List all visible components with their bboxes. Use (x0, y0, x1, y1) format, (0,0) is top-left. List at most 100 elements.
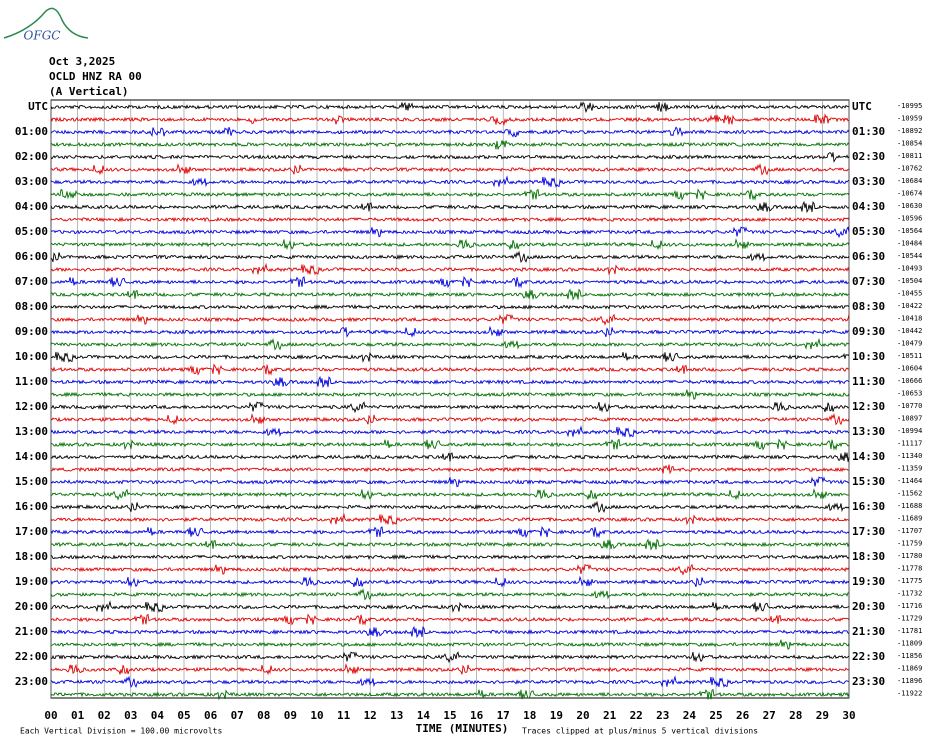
offset-label: -10511 (897, 352, 922, 360)
x-tick-label: 15 (443, 709, 456, 722)
trace (50, 313, 850, 326)
left-time-label: 17:00 (15, 525, 48, 538)
right-time-label: 08:30 (852, 300, 885, 313)
x-tick-label: 22 (630, 709, 643, 722)
trace (50, 639, 850, 650)
trace (50, 250, 850, 263)
date: Oct 3,2025 (49, 55, 115, 68)
offset-label: -10504 (897, 277, 922, 285)
right-time-label: 13:30 (852, 425, 885, 438)
offset-label: -10892 (897, 127, 922, 135)
trace (50, 553, 850, 561)
x-tick-label: 25 (709, 709, 722, 722)
offset-label: -10630 (897, 202, 922, 210)
logo: OFGC (3, 7, 89, 43)
x-tick-label: 00 (44, 709, 57, 722)
right-time-label: 19:30 (852, 575, 885, 588)
right-time-label: UTC (852, 100, 872, 113)
clip-note: Traces clipped at plus/minus 5 vertical … (522, 727, 758, 736)
trace (50, 464, 850, 475)
logo-text: OFGC (24, 29, 61, 43)
left-time-label: 02:00 (15, 150, 48, 163)
right-time-label: 01:30 (852, 125, 885, 138)
left-time-label: 21:00 (15, 625, 48, 638)
offset-label: -11896 (897, 677, 922, 685)
right-time-label: 02:30 (852, 150, 885, 163)
trace (50, 525, 850, 539)
trace (50, 200, 850, 214)
station: OCLD HNZ RA 00 (49, 70, 142, 83)
offset-label: -10455 (897, 290, 922, 298)
offset-label: -10994 (897, 427, 922, 435)
trace (50, 688, 850, 701)
trace (50, 113, 850, 126)
offset-label: -11729 (897, 615, 922, 623)
left-time-label: 08:00 (15, 300, 48, 313)
offset-label: -11781 (897, 627, 922, 635)
right-time-label: 15:30 (852, 475, 885, 488)
scale-note: Each Vertical Division = 100.00 microvol… (20, 727, 222, 736)
left-time-label: 23:00 (15, 675, 48, 688)
offset-label: -11359 (897, 465, 922, 473)
offset-label: -10442 (897, 327, 922, 335)
left-time-label: 15:00 (15, 475, 48, 488)
x-tick-label: 11 (337, 709, 351, 722)
right-time-label: 07:30 (852, 275, 885, 288)
right-time-label: 09:30 (852, 325, 885, 338)
trace (50, 126, 850, 138)
offset-label: -11688 (897, 502, 922, 510)
x-tick-label: 24 (683, 709, 697, 722)
offset-label: -11716 (897, 602, 922, 610)
left-time-label: 16:00 (15, 500, 48, 513)
offset-label: -11707 (897, 527, 922, 535)
offset-label: -11689 (897, 515, 922, 523)
offset-label: -11759 (897, 540, 922, 548)
right-time-label: 10:30 (852, 350, 885, 363)
offset-label: -11464 (897, 477, 922, 485)
trace (50, 175, 850, 188)
right-time-label: 18:30 (852, 550, 885, 563)
offset-label: -10479 (897, 340, 922, 348)
left-time-label: 20:00 (15, 600, 48, 613)
offset-label: -10684 (897, 177, 922, 185)
offset-label: -10674 (897, 190, 922, 198)
trace (50, 275, 850, 289)
x-tick-label: 03 (124, 709, 137, 722)
offset-label: -11732 (897, 590, 922, 598)
right-time-label: 21:30 (852, 625, 885, 638)
trace (50, 476, 850, 488)
right-time-label: 14:30 (852, 450, 885, 463)
x-tick-label: 01 (71, 709, 85, 722)
left-time-label: UTC (28, 100, 48, 113)
x-tick-label: 07 (231, 709, 244, 722)
x-tick-label: 17 (497, 709, 510, 722)
trace (50, 401, 850, 414)
right-time-label: 16:30 (852, 500, 885, 513)
x-tick-label: 04 (151, 709, 165, 722)
offset-label: -10762 (897, 165, 922, 173)
trace (50, 438, 850, 451)
trace (50, 538, 850, 551)
left-time-label: 13:00 (15, 425, 48, 438)
x-tick-label: 30 (842, 709, 855, 722)
offset-label: -10995 (897, 102, 922, 110)
right-time-label: 22:30 (852, 650, 885, 663)
trace (50, 163, 850, 176)
right-time-label: 03:30 (852, 175, 885, 188)
right-time-label: 23:30 (852, 675, 885, 688)
trace (50, 262, 850, 276)
x-tick-label: 27 (763, 709, 776, 722)
offset-label: -10604 (897, 365, 922, 373)
trace (50, 325, 850, 338)
trace (50, 600, 850, 613)
offset-label: -10418 (897, 315, 922, 323)
trace (50, 651, 850, 664)
logo-curve (3, 7, 89, 39)
x-tick-label: 06 (204, 709, 218, 722)
trace (50, 101, 850, 113)
trace (50, 288, 849, 301)
trace (50, 413, 850, 426)
offset-label: -11780 (897, 552, 922, 560)
offset-label: -11340 (897, 452, 922, 460)
